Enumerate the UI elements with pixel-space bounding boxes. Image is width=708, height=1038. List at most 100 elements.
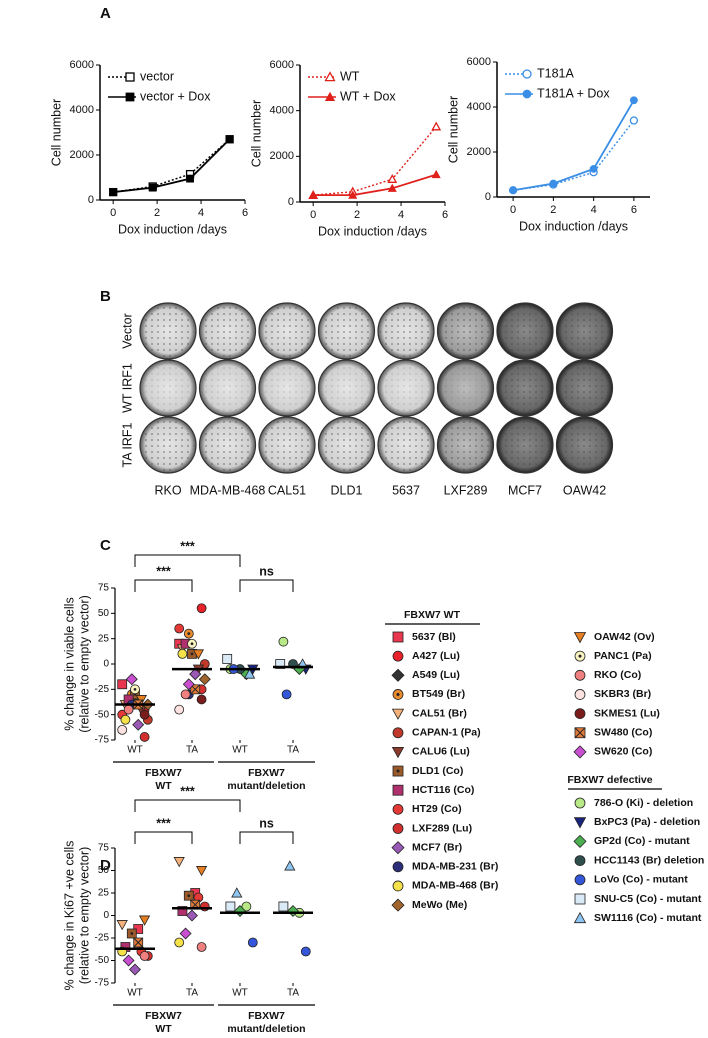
- x-tick-label: 0: [310, 209, 316, 221]
- group-label: FBXW7: [248, 767, 285, 779]
- marker-shape: [392, 861, 404, 873]
- marker-shape: [573, 745, 587, 759]
- data-point: [182, 678, 195, 691]
- legend-label: MDA-MB-231 (Br): [412, 861, 498, 873]
- data-point: [173, 857, 185, 868]
- data-point: [187, 638, 197, 649]
- marker-dot: [190, 642, 194, 646]
- y-tick-label: 50: [98, 865, 110, 876]
- legend-marker: [324, 91, 336, 101]
- data-point: [509, 186, 518, 195]
- legend-label: RKO (Co): [594, 669, 641, 681]
- column-label: DLD1: [331, 483, 363, 497]
- marker-shape: [174, 704, 185, 715]
- legend-label: WT: [340, 69, 360, 83]
- legend-marker: [574, 669, 586, 681]
- data-point: [192, 649, 205, 660]
- data-point: [183, 628, 194, 639]
- series-line: [113, 138, 231, 194]
- marker-shape: [123, 704, 134, 715]
- marker-shape: [574, 874, 586, 886]
- data-point: [126, 928, 137, 939]
- panel-label: B: [100, 288, 111, 305]
- data-point: [241, 901, 252, 912]
- marker-shape: [138, 915, 151, 926]
- marker-shape: [391, 747, 405, 759]
- legend-label: HCC1143 (Br) deletion: [594, 854, 704, 866]
- colonies: [499, 419, 551, 471]
- legend-marker: [574, 650, 586, 662]
- marker-dot: [396, 769, 400, 773]
- marker-shape: [125, 92, 135, 102]
- marker-shape: [139, 951, 150, 961]
- marker-shape: [629, 116, 639, 125]
- marker-shape: [392, 823, 404, 834]
- data-point: [231, 887, 243, 898]
- legend-label: A427 (Lu): [412, 650, 460, 662]
- group-label: FBXW7: [145, 1010, 182, 1022]
- marker-shape: [225, 901, 236, 912]
- marker-shape: [132, 718, 145, 731]
- data-point: [549, 179, 558, 188]
- row-label: TA IRF1: [120, 422, 134, 467]
- data-point: [196, 603, 207, 614]
- legend-marker: [392, 765, 404, 777]
- x-tick-label: 4: [591, 204, 597, 216]
- marker-shape: [573, 632, 587, 644]
- bracket: [134, 831, 193, 844]
- group-label: WT: [155, 1023, 172, 1035]
- legend-marker: [125, 72, 135, 82]
- y-axis-label: % change in viable cells: [62, 597, 76, 730]
- legend-marker: [522, 89, 532, 99]
- data-point: [179, 927, 192, 940]
- colonies: [380, 419, 432, 471]
- marker-shape: [391, 708, 405, 720]
- data-point: [187, 648, 197, 659]
- x-tick-label: TA: [287, 745, 299, 756]
- colonies: [142, 305, 194, 357]
- marker-shape: [387, 173, 398, 183]
- data-point: [348, 190, 358, 199]
- legend-label: SW480 (Co): [594, 727, 652, 739]
- x-tick-label: TA: [186, 988, 198, 999]
- marker-shape: [198, 673, 211, 686]
- data-point: [284, 860, 296, 871]
- marker-shape: [196, 603, 207, 614]
- marker-shape: [391, 841, 405, 855]
- legend-label: A549 (Lu): [412, 669, 460, 681]
- y-tick-label: 0: [485, 191, 491, 203]
- legend-label: SNU-C5 (Co) - mutant: [594, 893, 702, 905]
- legend-marker: [573, 632, 587, 644]
- x-axis-label: Dox induction /days: [519, 219, 628, 233]
- legend-marker: [522, 69, 532, 79]
- legend-label: PANC1 (Pa): [594, 650, 652, 662]
- data-point: [138, 915, 151, 926]
- marker-shape: [189, 668, 202, 681]
- x-tick-label: 6: [242, 207, 248, 219]
- marker-cross: [133, 937, 144, 948]
- marker-shape: [148, 183, 157, 192]
- legend-label: BT549 (Br): [412, 688, 465, 700]
- legend-label: 5637 (Bl): [412, 631, 456, 643]
- marker-shape: [522, 89, 532, 99]
- marker-shape: [287, 905, 299, 917]
- legend-label: T181A: [537, 66, 574, 80]
- y-tick-label: 4000: [270, 105, 294, 117]
- legend-marker: [574, 797, 586, 809]
- colonies: [558, 362, 611, 414]
- bracket: [134, 579, 193, 592]
- panel-label: A: [100, 5, 111, 22]
- data-point: [186, 174, 194, 183]
- panel-label: C: [100, 537, 111, 554]
- marker-shape: [391, 898, 405, 912]
- marker-shape: [284, 860, 296, 871]
- data-point: [130, 684, 140, 695]
- colonies: [201, 362, 254, 414]
- data-point: [196, 942, 207, 952]
- legend-label: vector: [140, 69, 174, 83]
- legend-marker: [391, 747, 405, 759]
- data-point: [300, 946, 311, 957]
- data-point: [117, 679, 128, 690]
- marker-shape: [231, 887, 243, 898]
- marker-shape: [574, 708, 586, 719]
